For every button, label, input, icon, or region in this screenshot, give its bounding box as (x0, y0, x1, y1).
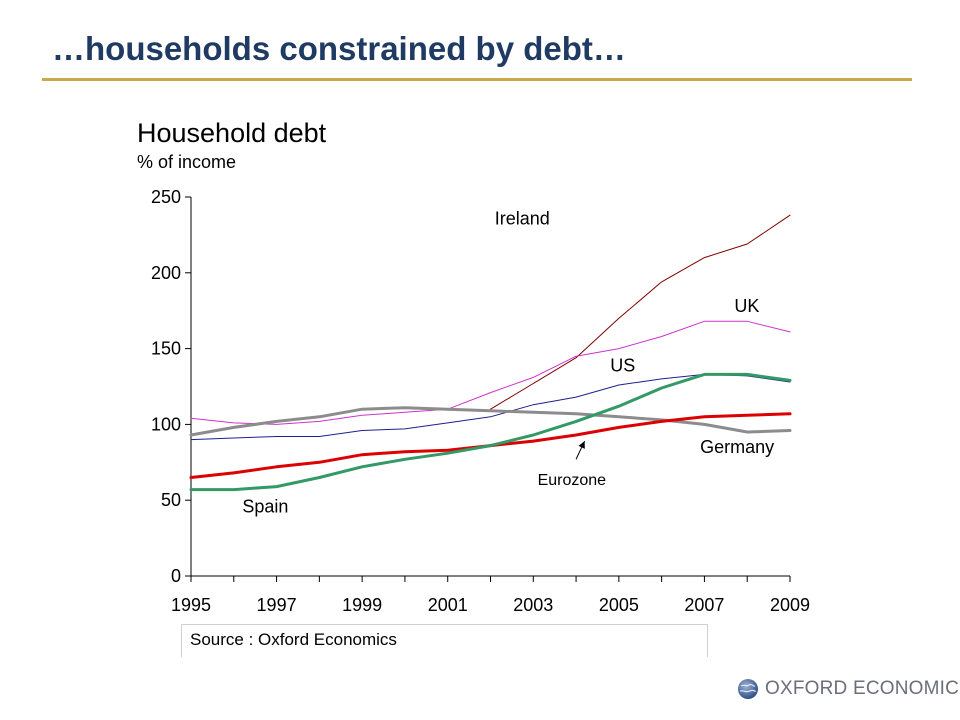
eurozone-pointer-arrowhead (578, 441, 585, 449)
series-line-germany (189, 406, 792, 437)
x-tick-label: 1997 (257, 595, 297, 615)
brand-text: OXFORD ECONOMICS (765, 678, 960, 699)
series-label-uk: UK (734, 296, 759, 316)
y-tick-label: 0 (171, 566, 181, 586)
series-label-spain: Spain (242, 496, 288, 516)
series-line-ireland (490, 214, 791, 410)
x-tick-label: 2005 (599, 595, 639, 615)
x-tick-label: 1999 (342, 595, 382, 615)
x-tick-label: 2001 (428, 595, 468, 615)
brand-logo: OXFORD ECONOMICS (737, 675, 960, 703)
series-line-uk (190, 320, 791, 425)
y-tick-label: 50 (161, 490, 181, 510)
y-tick-label: 100 (151, 414, 181, 434)
globe-icon (738, 679, 758, 699)
chart-title: Household debt (137, 118, 327, 148)
series-label-germany: Germany (700, 437, 774, 457)
source-text: Source : Oxford Economics (190, 630, 397, 649)
x-tick-label: 2007 (684, 595, 724, 615)
series-line-us (190, 373, 791, 441)
y-tick-label: 200 (151, 263, 181, 283)
series-line-spain (189, 372, 792, 492)
y-tick-label: 250 (151, 187, 181, 207)
x-tick-label: 1995 (171, 595, 211, 615)
chart-subtitle: % of income (137, 152, 237, 172)
series-label-ireland: Ireland (495, 208, 550, 228)
x-tick-label: 2003 (513, 595, 553, 615)
title-rule (42, 78, 912, 81)
x-tick-label: 2009 (770, 595, 810, 615)
slide-title: …households constrained by debt… (52, 30, 626, 67)
series-label-eurozone: Eurozone (538, 472, 607, 489)
y-tick-label: 150 (151, 339, 181, 359)
series-label-us: US (610, 355, 635, 375)
source-box: Source : Oxford Economics (181, 624, 708, 657)
